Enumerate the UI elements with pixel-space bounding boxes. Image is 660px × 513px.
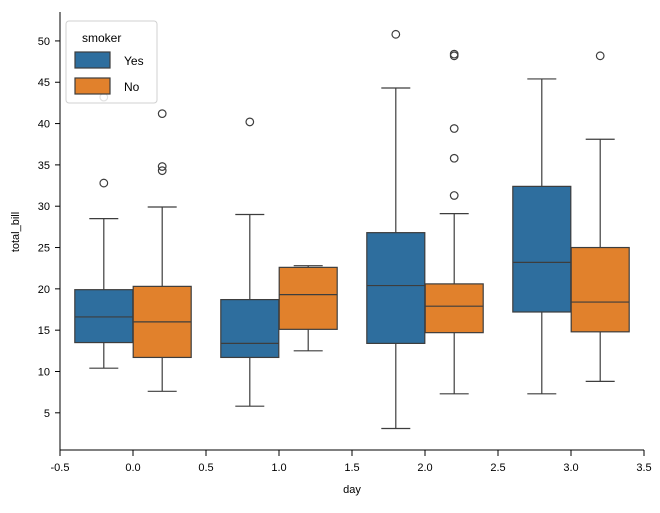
outlier-point — [99, 178, 109, 188]
box-no — [278, 265, 338, 352]
y-tick-label: 25 — [38, 243, 50, 255]
x-tick-label: 3.0 — [563, 462, 578, 474]
box-yes — [366, 29, 426, 430]
outlier-point — [157, 162, 167, 171]
legend-swatch — [74, 77, 111, 95]
outlier-point — [449, 124, 459, 133]
y-tick-label: 45 — [38, 77, 50, 89]
legend-title: smoker — [82, 31, 121, 45]
outlier-point — [449, 191, 459, 200]
x-tick-label: 3.5 — [636, 462, 651, 474]
box-body — [424, 283, 484, 334]
y-axis-title: total_bill — [10, 212, 22, 252]
box-body — [512, 185, 572, 313]
box-yes — [512, 78, 572, 395]
legend-label: Yes — [124, 54, 144, 68]
outlier-point — [157, 109, 167, 119]
x-tick-label: -0.5 — [51, 462, 70, 474]
outlier-point — [391, 29, 401, 39]
x-axis-ticks: -0.5 0.0 0.5 1.0 1.5 2.0 2.5 3.0 3.5 — [51, 450, 652, 474]
legend-items: Yes No — [74, 51, 144, 95]
outlier-point — [449, 153, 459, 163]
x-tick-label: 0.5 — [198, 462, 213, 474]
y-tick-label: 10 — [38, 366, 50, 378]
y-tick-label: 5 — [44, 408, 50, 420]
legend-label: No — [124, 80, 140, 94]
outlier-point — [157, 166, 167, 176]
box-body — [74, 289, 134, 344]
plot-area — [74, 29, 630, 430]
box-body — [366, 232, 426, 344]
x-tick-label: 1.5 — [344, 462, 359, 474]
box-no — [424, 49, 484, 395]
x-tick-label: 2.0 — [417, 462, 432, 474]
legend-swatch — [74, 51, 111, 69]
x-tick-label: 2.5 — [490, 462, 505, 474]
y-tick-label: 15 — [38, 325, 50, 337]
box-no — [570, 51, 630, 383]
outlier-point — [245, 117, 255, 127]
x-tick-label: 1.0 — [271, 462, 286, 474]
box-yes — [220, 117, 280, 407]
box-yes — [74, 92, 134, 369]
x-axis-title: day — [343, 484, 361, 496]
box-body — [570, 246, 630, 333]
y-tick-label: 40 — [38, 119, 50, 131]
outlier-point — [449, 49, 459, 59]
box-no — [132, 109, 192, 392]
y-tick-label: 35 — [38, 160, 50, 172]
box-body — [278, 266, 338, 330]
y-tick-label: 20 — [38, 284, 50, 296]
box-body — [220, 298, 280, 359]
axes: 5 10 15 20 25 30 35 40 45 50 -0.5 0.0 0.5 1.0 1.5 2.0 2… — [10, 12, 652, 496]
x-tick-label: 0.0 — [125, 462, 140, 474]
outlier-point — [595, 51, 605, 61]
y-tick-label: 50 — [38, 36, 50, 48]
y-axis-ticks: 5 10 15 20 25 30 35 40 45 50 — [38, 36, 60, 420]
y-tick-label: 30 — [38, 201, 50, 213]
legend: smoker Yes No — [65, 20, 158, 104]
